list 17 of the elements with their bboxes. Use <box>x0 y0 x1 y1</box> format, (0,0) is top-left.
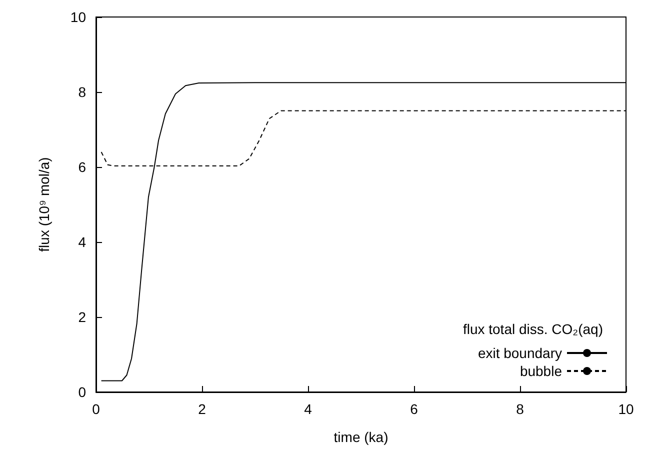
x-tick-label: 2 <box>198 401 206 417</box>
y-axis-title: flux (10⁹ mol/a) <box>36 157 52 252</box>
y-tick-label: 8 <box>78 84 86 100</box>
x-tick-label: 6 <box>410 401 418 417</box>
legend-label: bubble <box>520 363 562 379</box>
y-tick-label: 4 <box>78 234 86 250</box>
legend-label: exit boundary <box>478 345 562 361</box>
y-tick-label: 10 <box>70 9 86 25</box>
y-tick-label: 2 <box>78 309 86 325</box>
x-tick-label: 4 <box>304 401 312 417</box>
y-tick-label: 6 <box>78 159 86 175</box>
x-tick-label: 10 <box>618 401 634 417</box>
x-axis-title: time (ka) <box>334 429 388 445</box>
x-tick-label: 0 <box>92 401 100 417</box>
legend-title: flux total diss. CO₂(aq) <box>462 321 603 337</box>
x-tick-label: 8 <box>516 401 524 417</box>
y-tick-label: 0 <box>78 384 86 400</box>
